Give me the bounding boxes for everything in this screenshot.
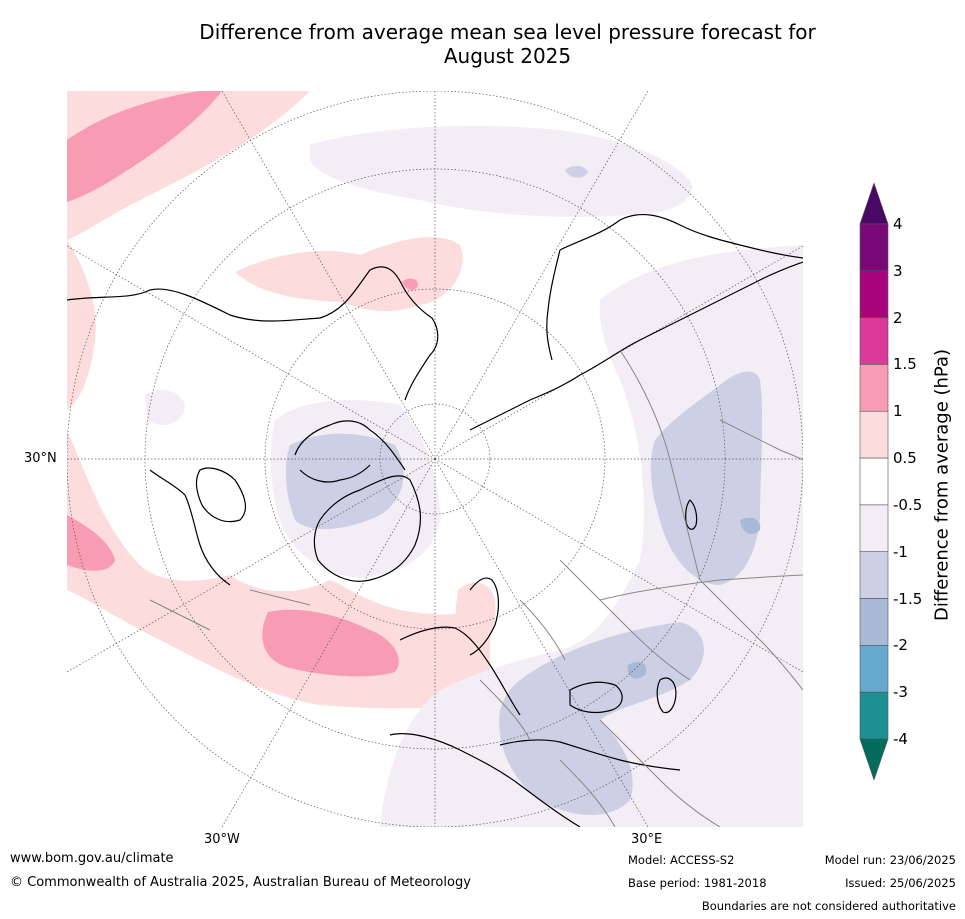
footer-disclaimer: Boundaries are not considered authoritat… (701, 899, 956, 913)
colorbar-tick-label: -0.5 (893, 495, 923, 514)
coastline-black-sea (569, 681, 623, 714)
colorbar-tick-label: -3 (893, 683, 908, 702)
colorbar-tick-label: -2 (893, 636, 908, 655)
graticule (67, 91, 803, 827)
coastline-baikal (685, 499, 698, 530)
colorbar-segment (859, 551, 889, 599)
forecast-map (67, 91, 803, 827)
pacific-high-strong (67, 91, 222, 202)
alaska-high-spot (402, 278, 418, 290)
coastline-mediterranean (499, 739, 681, 771)
coastline-siberia-east (559, 214, 803, 259)
longitude-label-30e: 30°E (631, 832, 663, 847)
positive-anomaly-shading (67, 91, 790, 709)
colorbar-segment (859, 223, 889, 272)
coastline-russia-arctic (469, 261, 803, 431)
coastline-canada-arctic (294, 420, 406, 483)
footer-model-run: Model run: 23/06/2025 (824, 853, 956, 867)
greenland-low (285, 433, 404, 530)
colorbar-tick-label: -1 (893, 542, 908, 561)
country-boundaries (149, 349, 803, 827)
footer-copyright: © Commonwealth of Australia 2025, Austra… (10, 875, 471, 890)
colorbar-segment (859, 645, 889, 693)
coastline-north-america (67, 266, 439, 401)
caspian-low (627, 661, 647, 679)
colorbar-tick-label: 2 (893, 308, 903, 327)
colorbar-extend-max (859, 182, 889, 225)
atlantic-high-light (67, 240, 96, 410)
footer-base-period: Base period: 1981-2018 (628, 876, 767, 890)
west-pacific-high-strong (67, 515, 115, 571)
eurasia-low-faint (380, 245, 803, 827)
chart-title: Difference from average mean sea level p… (100, 20, 915, 68)
pacific-low-faint (145, 389, 185, 425)
latitude-label-30n: 30°N (24, 451, 57, 466)
colorbar-segment (859, 457, 889, 506)
colorbar-segment (859, 598, 889, 646)
siberia-low (650, 371, 763, 585)
longitude-label-30w: 30°W (204, 832, 240, 847)
colorbar-tick-label: 1.5 (893, 355, 917, 374)
colorbar-segment (859, 317, 889, 365)
negative-anomaly-shading (145, 125, 803, 827)
colorbar-tick-label: 3 (893, 261, 903, 280)
siberia-low-core (740, 517, 761, 535)
coastline-hudson-bay (195, 467, 247, 523)
coastline-scandinavia (469, 577, 499, 656)
colorbar-tick-label: 0.5 (893, 449, 917, 468)
colorbar-label: Difference from average (hPa) (931, 348, 953, 622)
colorbar (859, 182, 889, 781)
arctic-low-spot (565, 166, 588, 178)
footer-website: www.bom.gov.au/climate (10, 851, 174, 866)
footer-model: Model: ACCESS-S2 (628, 853, 735, 867)
alaska-high-light (235, 237, 463, 312)
colorbar-segment (859, 410, 889, 459)
coastline-europe (389, 626, 581, 827)
chart-title-line2: August 2025 (443, 44, 572, 68)
arctic-low-faint (310, 125, 692, 217)
colorbar-tick-label: 1 (893, 402, 903, 421)
coastline-caspian (656, 677, 677, 714)
colorbar-tick-label: -1.5 (893, 589, 923, 608)
coastline-greenland (313, 475, 421, 582)
colorbar-tick-label: -4 (893, 730, 908, 748)
colorbar-tick-label: 4 (893, 215, 903, 233)
colorbar-extend-min (859, 738, 889, 781)
colorbar-segment (859, 504, 889, 553)
chart-title-line1: Difference from average mean sea level p… (199, 20, 816, 44)
colorbar-segment (859, 364, 889, 412)
europe-low (499, 622, 704, 816)
coastline-kamchatka (546, 249, 561, 361)
coastlines (67, 214, 803, 827)
colorbar-segment (859, 270, 889, 318)
north-pacific-high-strong (262, 609, 399, 677)
coastline-west-north-america (149, 469, 231, 586)
colorbar-segment (859, 691, 889, 740)
footer-issued: Issued: 25/06/2025 (845, 876, 956, 890)
